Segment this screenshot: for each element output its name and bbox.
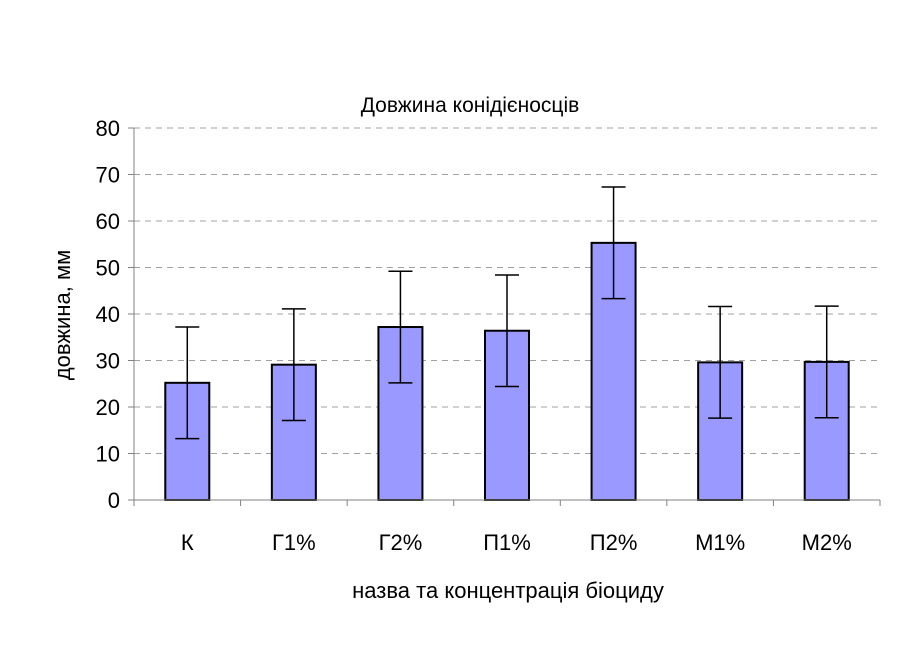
chart-title: Довжина конідієносців xyxy=(361,94,580,117)
y-tick-label: 70 xyxy=(96,163,120,188)
y-tick-label: 30 xyxy=(96,349,120,374)
bar xyxy=(590,241,637,501)
x-tick-label: П1% xyxy=(483,530,531,555)
axes xyxy=(128,127,881,506)
x-tick-label: П2% xyxy=(590,530,638,555)
x-tick-label: Г2% xyxy=(379,530,423,555)
x-tick-label: М1% xyxy=(695,530,745,555)
x-tick-label: К xyxy=(181,530,194,555)
y-tick-label: 50 xyxy=(96,256,120,281)
y-tick-labels: 0 10 20 30 40 50 60 70 80 xyxy=(96,116,120,513)
error-bars xyxy=(175,186,839,440)
y-tick-label: 60 xyxy=(96,209,120,234)
y-tick-label: 40 xyxy=(96,302,120,327)
x-tick-label: М2% xyxy=(802,530,852,555)
y-tick-label: 0 xyxy=(108,488,120,513)
bars xyxy=(164,241,850,502)
y-tick-label: 20 xyxy=(96,395,120,420)
y-axis-label: довжина, мм xyxy=(50,250,75,380)
gridlines xyxy=(134,127,880,454)
x-tick-labels: К Г1% Г2% П1% П2% М1% М2% xyxy=(181,530,852,555)
x-axis-label: назва та концентрація біоциду xyxy=(352,578,664,603)
x-tick-label: Г1% xyxy=(272,530,316,555)
y-tick-label: 80 xyxy=(96,116,120,141)
y-tick-label: 10 xyxy=(96,442,120,467)
